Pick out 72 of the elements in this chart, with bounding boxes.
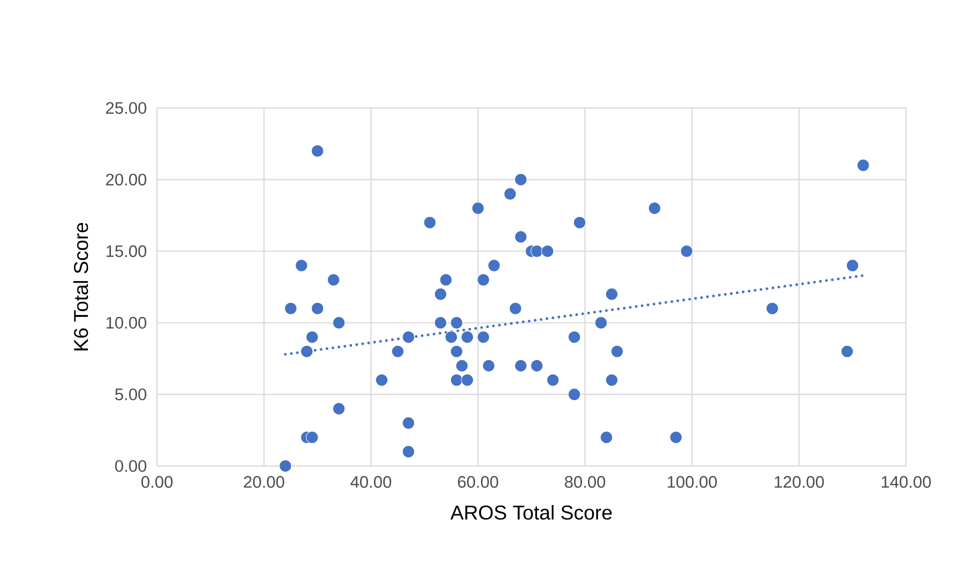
point — [450, 374, 463, 386]
point — [402, 416, 415, 430]
point — [311, 302, 324, 315]
point — [594, 316, 608, 330]
point — [605, 288, 618, 300]
point — [279, 460, 292, 472]
point — [541, 244, 554, 258]
point — [488, 259, 500, 272]
point — [504, 188, 516, 200]
point — [477, 274, 490, 286]
point — [332, 316, 346, 330]
point — [284, 302, 298, 315]
point — [546, 374, 560, 386]
y-tick-label: 0.00 — [115, 460, 146, 472]
point — [434, 316, 447, 330]
point — [424, 216, 436, 229]
point — [530, 244, 544, 258]
y-tick-label: 20.00 — [106, 174, 146, 186]
point — [573, 216, 586, 229]
point — [514, 230, 528, 244]
point — [391, 345, 404, 358]
point — [450, 316, 463, 330]
x-tick-label: 40.00 — [350, 476, 392, 488]
point — [375, 374, 388, 386]
point — [295, 259, 308, 272]
point — [450, 345, 463, 358]
point — [648, 202, 661, 214]
x-tick-label: 80.00 — [564, 476, 606, 488]
point — [461, 330, 474, 344]
point — [306, 330, 318, 344]
point — [610, 345, 624, 358]
point — [514, 359, 528, 372]
y-tick-label: 25.00 — [106, 102, 146, 114]
x-tick-label: 120.00 — [774, 476, 824, 488]
point — [680, 244, 693, 258]
point — [840, 345, 854, 358]
point — [311, 144, 324, 158]
point — [306, 431, 318, 444]
point — [670, 431, 682, 444]
point — [766, 302, 779, 315]
point — [856, 159, 870, 172]
point — [568, 388, 581, 401]
point — [568, 330, 581, 344]
point — [440, 274, 452, 286]
point — [327, 274, 340, 286]
point — [434, 288, 447, 300]
point — [514, 173, 528, 186]
point — [477, 330, 490, 344]
y-axis-title: K6 Total Score — [73, 222, 88, 350]
point — [456, 359, 468, 372]
point — [472, 202, 484, 214]
y-tick-label: 5.00 — [115, 388, 146, 400]
x-tick-label: 0.00 — [141, 476, 173, 488]
point — [461, 374, 474, 386]
point — [530, 359, 544, 372]
y-tick-label: 10.00 — [106, 316, 146, 329]
point — [846, 259, 859, 272]
y-tick-label: 15.00 — [106, 245, 146, 258]
point — [332, 402, 346, 415]
point — [402, 330, 415, 344]
point — [509, 302, 522, 315]
point — [605, 374, 618, 386]
point — [444, 330, 458, 344]
x-tick-label: 100.00 — [668, 476, 717, 488]
point — [300, 345, 314, 358]
point — [402, 445, 415, 458]
point — [482, 359, 495, 372]
point — [600, 431, 613, 444]
x-tick-label: 140.00 — [882, 476, 931, 488]
x-tick-label: 60.00 — [458, 476, 498, 488]
x-tick-label: 20.00 — [244, 476, 284, 488]
x-axis-title: AROS Total Score — [450, 504, 612, 520]
